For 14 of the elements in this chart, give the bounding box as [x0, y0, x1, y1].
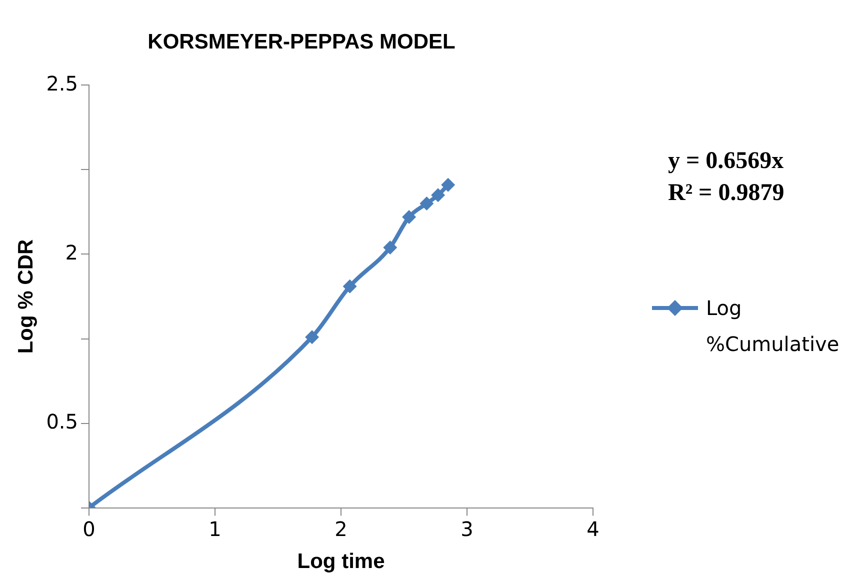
- x-tick-label: 2: [334, 517, 348, 542]
- x-tick-label: 3: [460, 517, 474, 542]
- text: y = 0.6569x: [668, 148, 784, 174]
- y-axis-title: Log % CDR: [14, 239, 38, 354]
- x-tick-label: 4: [586, 517, 600, 542]
- x-axis-title: Log time: [297, 550, 385, 574]
- x-tick-label: 0: [82, 517, 96, 542]
- text: R² = 0.9879: [668, 180, 784, 206]
- y-tick-label: 0.5: [46, 409, 78, 434]
- x-tick-label: 1: [208, 517, 222, 542]
- legend-label: Log %Cumulative: [706, 295, 840, 358]
- chart-title: KORSMEYER-PEPPAS MODEL: [148, 30, 456, 54]
- y-tick-label: 2: [65, 240, 78, 264]
- y-tick-label: 2.5: [46, 71, 78, 96]
